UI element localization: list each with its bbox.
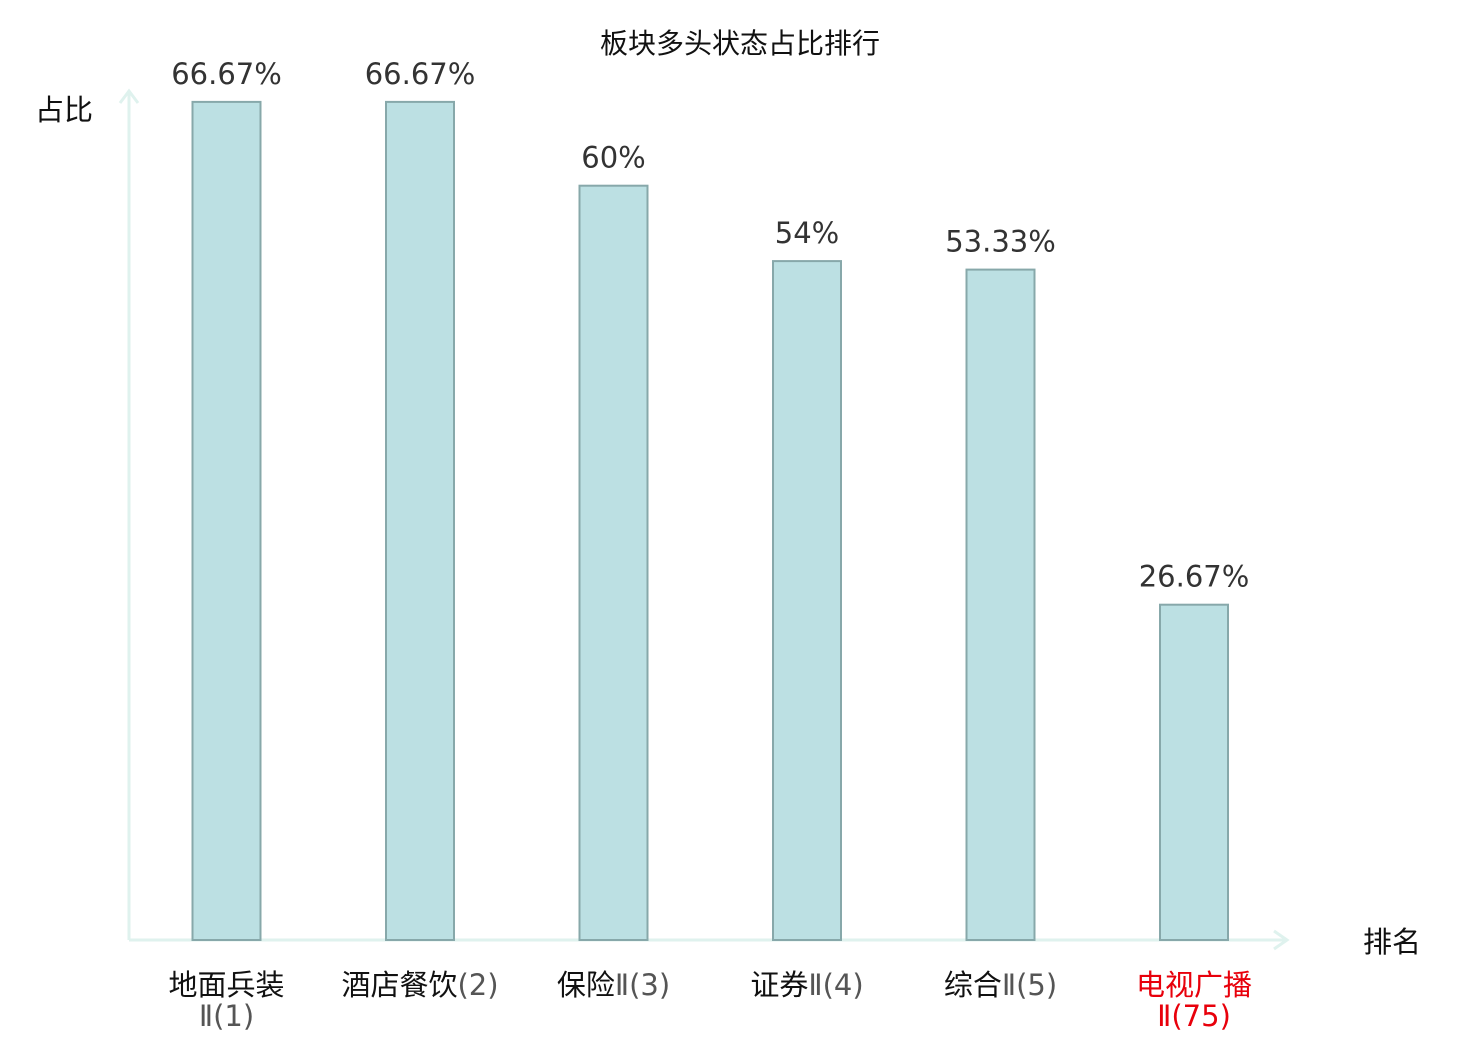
axes — [118, 88, 1290, 951]
x-tick-label-suffix: Ⅱ(75) — [1157, 999, 1231, 1033]
x-tick-label-suffix: Ⅱ(5) — [1002, 968, 1057, 1002]
bar-series — [191, 100, 1229, 942]
y-axis-arrow — [118, 88, 140, 104]
bar — [772, 260, 842, 942]
bar — [1159, 603, 1229, 941]
data-label: 60% — [581, 141, 645, 175]
x-tick-label-name: 地面兵装 — [168, 968, 284, 1002]
data-label: 26.67% — [1139, 560, 1250, 594]
y-axis-label: 占比 — [35, 93, 93, 127]
x-tick-label-name: 电视广播 — [1136, 968, 1252, 1002]
x-tick-label-suffix: Ⅱ(3) — [615, 968, 670, 1002]
data-label: 66.67% — [171, 57, 282, 91]
x-tick-label: 保险Ⅱ(3) — [557, 968, 670, 1002]
x-tick-label: 酒店餐饮(2) — [341, 968, 498, 1002]
x-tick-label-name: 酒店餐饮 — [341, 968, 457, 1002]
x-tick-label-name: 证券 — [750, 968, 808, 1002]
x-tick-label: 证券Ⅱ(4) — [750, 968, 863, 1002]
chart-title: 板块多头状态占比排行 — [600, 27, 880, 60]
x-axis-label: 排名 — [1363, 925, 1421, 959]
bar — [385, 100, 455, 941]
bar — [578, 184, 649, 941]
data-labels: 66.67% 66.67% 60% 54% 53.33% 26.67% — [171, 57, 1249, 594]
x-tick-label-suffix: Ⅱ(4) — [808, 968, 863, 1002]
bar — [191, 100, 262, 941]
data-label: 53.33% — [945, 225, 1056, 259]
x-tick-label: 地面兵装 Ⅱ(1) — [168, 968, 284, 1033]
bar — [965, 268, 1036, 942]
x-axis-arrow — [1273, 929, 1290, 951]
x-tick-label-suffix: Ⅱ(1) — [199, 999, 254, 1033]
x-tick-label-name: 综合 — [944, 968, 1002, 1002]
data-label: 54% — [775, 216, 839, 250]
x-tick-labels: 地面兵装 Ⅱ(1) 酒店餐饮(2) 保险Ⅱ(3) 证券Ⅱ(4) 综合Ⅱ(5) 电视广播 Ⅱ(7… — [168, 968, 1252, 1033]
x-tick-label: 综合Ⅱ(5) — [944, 968, 1057, 1002]
data-label: 66.67% — [365, 57, 476, 91]
x-tick-label: 电视广播 Ⅱ(75) — [1136, 968, 1252, 1033]
x-tick-label-suffix: (2) — [457, 968, 498, 1002]
x-tick-label-name: 保险 — [557, 968, 615, 1002]
